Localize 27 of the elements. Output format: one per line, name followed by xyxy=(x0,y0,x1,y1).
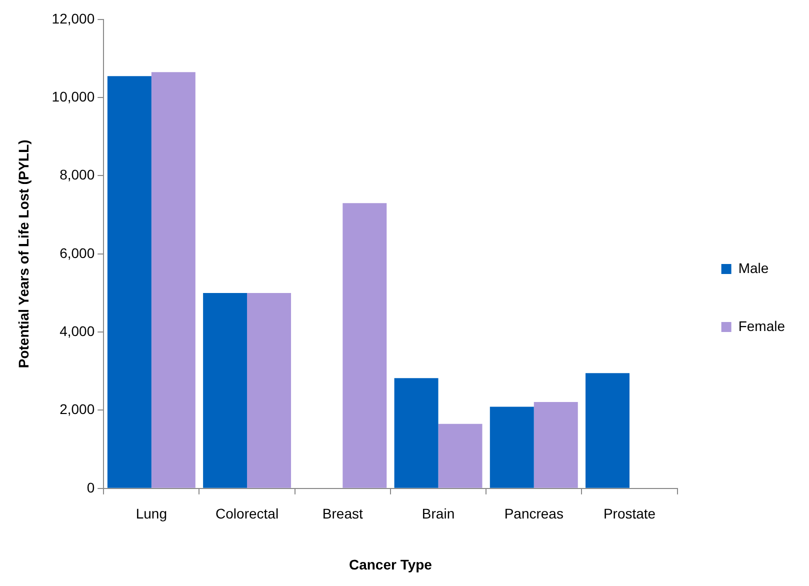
bar xyxy=(586,373,630,488)
legend-label: Male xyxy=(738,260,769,276)
y-tick-label: 6,000 xyxy=(60,244,95,261)
y-tick-label: 12,000 xyxy=(52,10,95,26)
x-axis-title: Cancer Type xyxy=(348,556,432,572)
bar xyxy=(342,203,387,488)
x-tick-label: Pancreas xyxy=(504,506,564,522)
y-axis-title: Potential Years of Life Lost (PYLL) xyxy=(15,140,32,368)
bar xyxy=(394,378,438,488)
bar xyxy=(203,292,248,488)
bar xyxy=(107,76,152,488)
bar xyxy=(151,72,196,488)
y-tick-label: 2,000 xyxy=(60,401,95,418)
bar xyxy=(490,406,534,488)
x-tick-label: Prostate xyxy=(603,506,656,522)
bar xyxy=(438,424,482,488)
y-tick-label: 8,000 xyxy=(60,166,95,183)
x-tick-label: Breast xyxy=(322,506,363,522)
x-tick-label: Brain xyxy=(422,506,455,522)
x-tick-label: Colorectal xyxy=(216,506,279,522)
y-tick-label: 0 xyxy=(86,479,95,496)
bar xyxy=(247,292,292,488)
legend-label: Female xyxy=(738,318,786,334)
y-tick-label: 10,000 xyxy=(52,88,95,104)
bar xyxy=(534,402,578,488)
x-tick-label: Lung xyxy=(136,506,168,522)
y-tick-label: 4,000 xyxy=(60,322,95,339)
